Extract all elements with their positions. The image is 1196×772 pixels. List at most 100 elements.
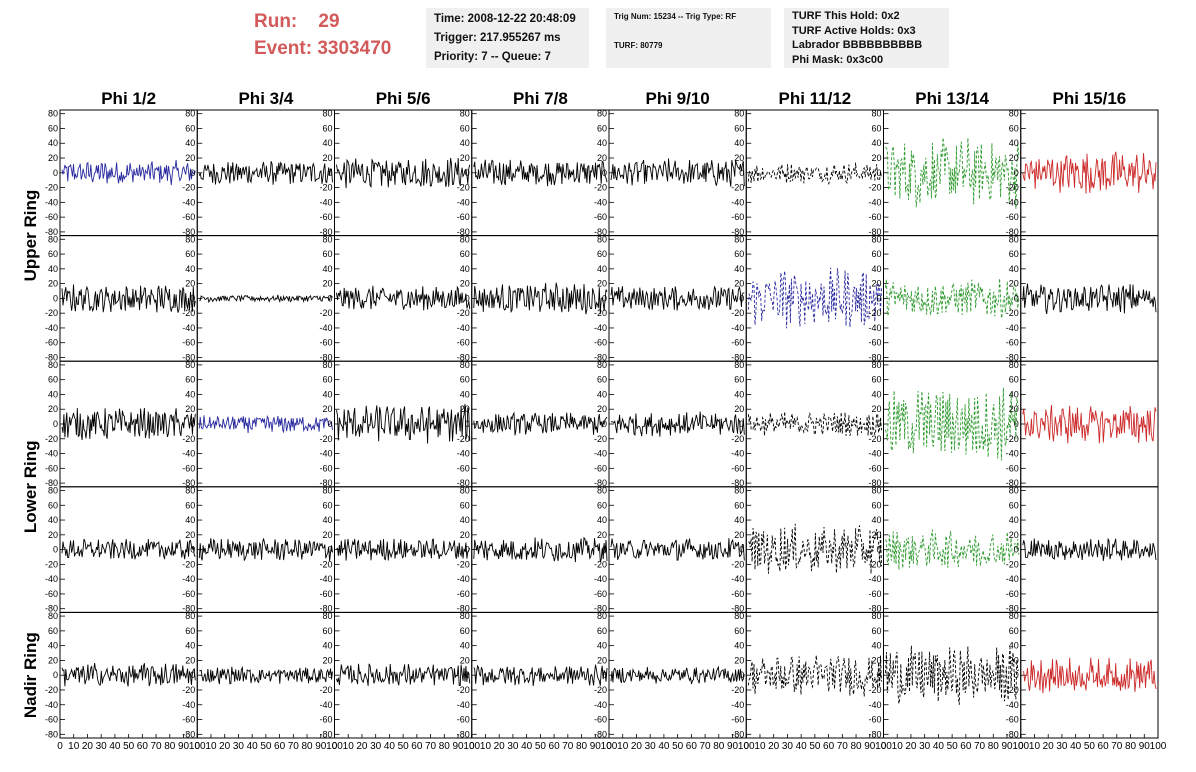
y-tick-label: -20 xyxy=(45,559,58,569)
y-tick-label: 80 xyxy=(1009,611,1019,621)
x-tick-label: 0 xyxy=(469,741,475,752)
y-tick-label: 40 xyxy=(460,641,470,651)
y-tick-label: -80 xyxy=(45,478,58,488)
y-tick-label: 20 xyxy=(734,530,744,540)
y-tick-label: -40 xyxy=(182,197,195,207)
y-tick-label: -40 xyxy=(731,449,744,459)
x-tick-label: 50 xyxy=(123,741,135,752)
y-tick-label: -20 xyxy=(731,183,744,193)
y-tick-label: -40 xyxy=(731,323,744,333)
turf-active-line: TURF Active Holds: 0x3 xyxy=(792,24,916,37)
x-tick-label: 80 xyxy=(850,741,862,752)
waveform-panel: -80 -60 -40 -20 0 20 40 60 80 xyxy=(868,485,1022,614)
time-info-box: Time: 2008-12-22 20:48:09 Trigger: 217.9… xyxy=(426,8,589,68)
x-tick-label: 80 xyxy=(301,741,313,752)
panel-frame xyxy=(745,360,884,488)
x-tick-label: 100 xyxy=(738,741,755,752)
waveform-panel: -80 -60 -40 -20 0 20 40 60 80 xyxy=(868,109,1022,237)
y-tick-label: 40 xyxy=(185,515,195,525)
waveform-trace xyxy=(747,411,882,437)
y-tick-label: 60 xyxy=(48,500,58,510)
y-tick-label: -40 xyxy=(182,449,195,459)
y-tick-label: 40 xyxy=(322,515,332,525)
y-tick-label: 0 xyxy=(190,670,195,680)
y-tick-label: -60 xyxy=(594,715,607,725)
y-tick-label: 80 xyxy=(1009,109,1019,119)
x-tick-label: 70 xyxy=(425,741,437,752)
y-tick-label: 60 xyxy=(1009,249,1019,259)
y-tick-label: -80 xyxy=(731,604,744,614)
y-tick-label: 20 xyxy=(1009,530,1019,540)
y-tick-label: -20 xyxy=(731,559,744,569)
x-tick-label: 30 xyxy=(370,741,382,752)
y-tick-label: -60 xyxy=(45,338,58,348)
y-tick-label: 80 xyxy=(185,234,195,244)
y-tick-label: 40 xyxy=(871,515,881,525)
column-header: Phi 3/4 xyxy=(238,89,293,108)
x-tick-label: 20 xyxy=(219,741,231,752)
x-tick-label: 10 xyxy=(480,741,492,752)
y-tick-label: -60 xyxy=(1006,463,1019,473)
y-tick-label: -60 xyxy=(731,338,744,348)
waveform-panel: -80 -60 -40 -20 0 20 40 60 80 xyxy=(45,485,198,614)
y-tick-label: 20 xyxy=(597,655,607,665)
y-tick-label: -40 xyxy=(868,700,881,710)
y-tick-label: -60 xyxy=(594,589,607,599)
column-header: Phi 5/6 xyxy=(376,89,431,108)
column-header: Phi 9/10 xyxy=(645,89,709,108)
y-tick-label: -80 xyxy=(594,729,607,739)
x-tick-label: 70 xyxy=(151,741,163,752)
x-tick-label: 100 xyxy=(875,741,892,752)
y-tick-label: 40 xyxy=(871,138,881,148)
y-tick-label: 80 xyxy=(871,611,881,621)
y-tick-label: -60 xyxy=(457,212,470,222)
y-tick-label: 0 xyxy=(1014,168,1019,178)
y-tick-label: -60 xyxy=(868,338,881,348)
waveform-panel: -80 -60 -40 -20 0 20 40 60 80 xyxy=(731,485,884,614)
y-tick-label: 60 xyxy=(1009,123,1019,133)
y-tick-label: 20 xyxy=(322,279,332,289)
y-tick-label: 20 xyxy=(185,655,195,665)
column-header: Phi 11/12 xyxy=(778,89,851,108)
y-tick-label: -80 xyxy=(594,227,607,237)
waveform-panel: -80 -60 -40 -20 0 20 40 60 80 xyxy=(182,485,335,614)
waveform-trace xyxy=(748,523,882,574)
y-tick-label: 80 xyxy=(734,360,744,370)
y-tick-label: -60 xyxy=(457,589,470,599)
waveform-panel: -80 -60 -40 -20 0 20 40 60 80 xyxy=(868,234,1022,363)
y-tick-label: -60 xyxy=(45,212,58,222)
waveform-trace xyxy=(336,285,471,311)
y-tick-label: 80 xyxy=(185,485,195,495)
y-tick-label: -20 xyxy=(868,559,881,569)
y-tick-label: 0 xyxy=(602,293,607,303)
y-tick-label: 60 xyxy=(597,123,607,133)
waveform-trace xyxy=(199,666,333,685)
x-tick-label: 50 xyxy=(260,741,272,752)
y-tick-label: 60 xyxy=(460,375,470,385)
y-tick-label: 20 xyxy=(322,153,332,163)
y-tick-label: 60 xyxy=(734,500,744,510)
y-tick-label: 60 xyxy=(322,626,332,636)
y-tick-label: -80 xyxy=(319,227,332,237)
y-tick-label: 40 xyxy=(734,641,744,651)
y-tick-label: -60 xyxy=(319,589,332,599)
y-tick-label: 0 xyxy=(739,670,744,680)
y-tick-label: 20 xyxy=(734,153,744,163)
x-tick-label: 90 xyxy=(315,741,327,752)
y-tick-label: 20 xyxy=(460,530,470,540)
waveform-panel: -80 -60 -40 -20 0 20 40 60 80 xyxy=(594,109,747,237)
waveform-panel: -80 -60 -40 -20 0 20 40 60 80 xyxy=(457,485,610,614)
y-tick-label: -40 xyxy=(182,574,195,584)
y-tick-label: 60 xyxy=(597,249,607,259)
y-tick-label: -20 xyxy=(457,559,470,569)
y-tick-label: 60 xyxy=(185,375,195,385)
y-tick-label: -20 xyxy=(319,183,332,193)
y-tick-label: 40 xyxy=(322,138,332,148)
y-tick-label: 0 xyxy=(1014,670,1019,680)
y-tick-label: -40 xyxy=(594,197,607,207)
y-tick-label: 80 xyxy=(460,611,470,621)
y-tick-label: -80 xyxy=(731,729,744,739)
y-tick-label: 60 xyxy=(871,249,881,259)
y-tick-label: -60 xyxy=(182,212,195,222)
y-tick-label: 20 xyxy=(185,404,195,414)
